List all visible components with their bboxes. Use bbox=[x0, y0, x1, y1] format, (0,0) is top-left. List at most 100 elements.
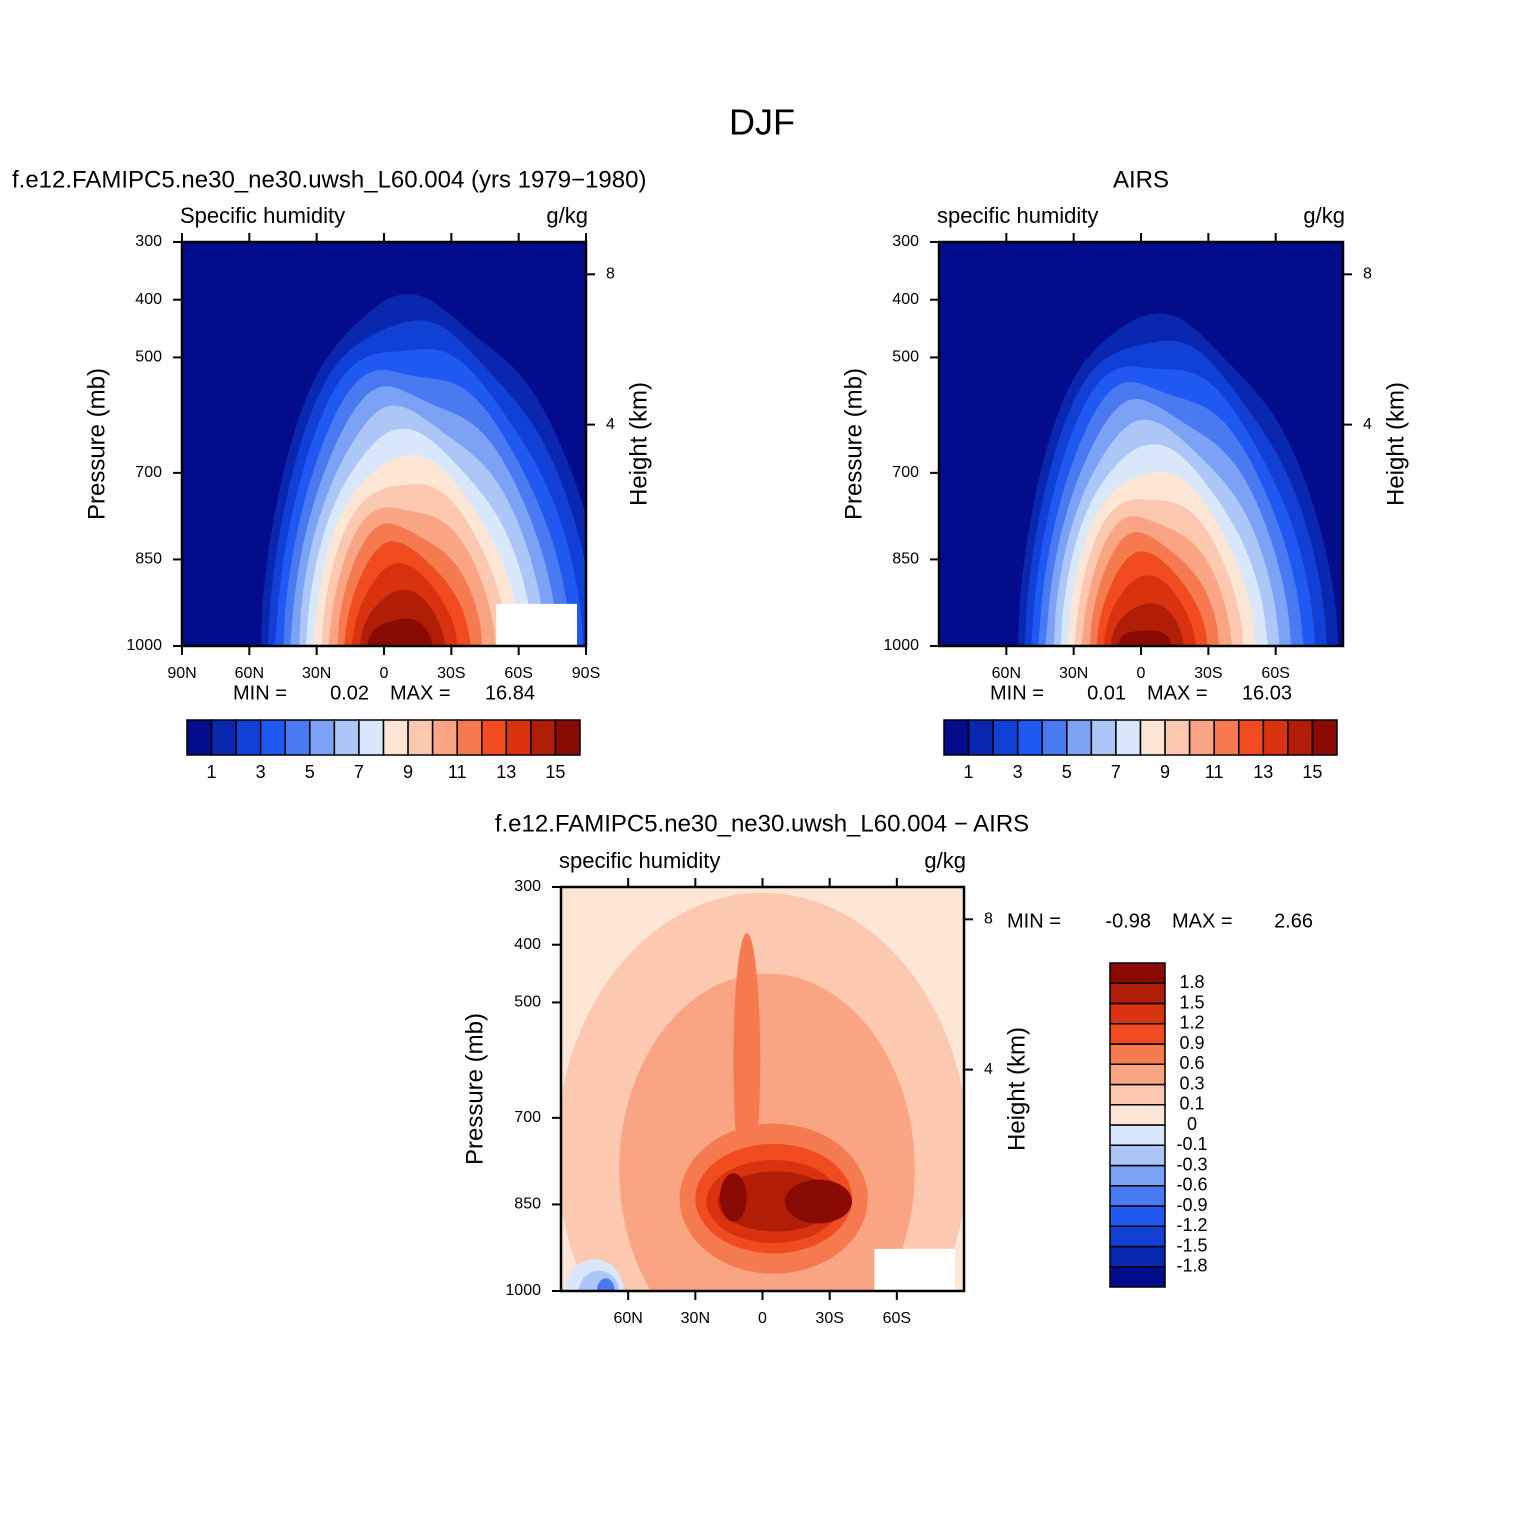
y-tick-label: 500 bbox=[514, 994, 541, 1011]
colorbar-label: 1.5 bbox=[1179, 992, 1204, 1012]
colorbar-label: 7 bbox=[354, 762, 364, 782]
colorbar-box bbox=[1238, 719, 1265, 756]
y2-axis-label: Height (km) bbox=[1382, 382, 1409, 506]
colorbar-box bbox=[431, 719, 458, 756]
y-tick-label: 400 bbox=[892, 291, 919, 308]
colorbar-label: 3 bbox=[256, 762, 266, 782]
colorbar: -1.8-1.5-1.2-0.9-0.6-0.3-0.100.10.30.60.… bbox=[1109, 962, 1208, 1288]
missing-data-mask bbox=[874, 1248, 956, 1291]
colorbar-box bbox=[210, 719, 237, 756]
colorbar-box bbox=[407, 719, 434, 756]
colorbar-label: 13 bbox=[496, 762, 516, 782]
colorbar-box bbox=[554, 719, 581, 756]
colorbar-box bbox=[1287, 719, 1314, 756]
y-tick-label: 500 bbox=[135, 349, 162, 366]
y-tick-label: 850 bbox=[892, 551, 919, 568]
min-label: MIN = bbox=[990, 682, 1044, 704]
x-tick-label: 30S bbox=[815, 1310, 843, 1327]
colorbar-label: -1.8 bbox=[1176, 1256, 1207, 1276]
colorbar-label: 1 bbox=[964, 762, 974, 782]
panel-units: g/kg bbox=[1303, 203, 1345, 228]
min-label: MIN = bbox=[233, 682, 287, 704]
contour-field bbox=[939, 242, 1343, 646]
colorbar-label: 13 bbox=[1253, 762, 1273, 782]
contour-field bbox=[561, 887, 964, 1291]
panel-title: AIRS bbox=[1113, 166, 1169, 193]
colorbar-box bbox=[1109, 1144, 1166, 1167]
colorbar-label: 0.6 bbox=[1179, 1053, 1204, 1073]
colorbar-box bbox=[1109, 1023, 1166, 1045]
colorbar-label: 0.3 bbox=[1179, 1073, 1204, 1093]
min-label: MIN = bbox=[1007, 910, 1061, 932]
colorbar-label: -0.3 bbox=[1176, 1154, 1207, 1174]
y2-tick-label: 8 bbox=[606, 266, 615, 283]
x-tick-label: 90S bbox=[572, 665, 600, 682]
colorbar-box bbox=[358, 719, 385, 756]
x-tick-label: 0 bbox=[758, 1310, 767, 1327]
colorbar-box bbox=[456, 719, 483, 756]
colorbar-box bbox=[333, 719, 360, 756]
colorbar-box bbox=[1164, 719, 1191, 756]
y2-tick-label: 8 bbox=[984, 911, 993, 928]
colorbar-box bbox=[1109, 1164, 1166, 1187]
y-tick-label: 500 bbox=[892, 349, 919, 366]
colorbar-box bbox=[1109, 1043, 1166, 1065]
colorbar-label: -0.6 bbox=[1176, 1175, 1207, 1195]
colorbar-box bbox=[1139, 719, 1166, 756]
colorbar-label: 1 bbox=[207, 762, 217, 782]
colorbar-box bbox=[505, 719, 532, 756]
colorbar-box bbox=[1115, 719, 1142, 756]
y2-tick-label: 8 bbox=[1363, 266, 1372, 283]
colorbar-box bbox=[235, 719, 262, 756]
colorbar-label: -0.9 bbox=[1176, 1195, 1207, 1215]
colorbar-box bbox=[1213, 719, 1240, 756]
figure-title: DJF bbox=[729, 102, 795, 143]
colorbar-label: 0.1 bbox=[1179, 1094, 1204, 1114]
y-axis-label: Pressure (mb) bbox=[83, 368, 110, 520]
max-value: 16.84 bbox=[485, 682, 535, 704]
colorbar-label: 0 bbox=[1187, 1114, 1197, 1134]
colorbar-box bbox=[284, 719, 311, 756]
colorbar: 1 3 5 7 9 11 13 15 bbox=[943, 719, 1338, 782]
contour-region bbox=[784, 1179, 853, 1224]
y2-tick-label: 4 bbox=[606, 416, 615, 433]
x-tick-label: 60N bbox=[992, 665, 1021, 682]
y-tick-label: 850 bbox=[514, 1196, 541, 1213]
colorbar-box bbox=[1262, 719, 1289, 756]
colorbar-box bbox=[186, 719, 213, 756]
panel-units: g/kg bbox=[546, 203, 588, 228]
colorbar-box bbox=[1188, 719, 1215, 756]
y-tick-label: 300 bbox=[514, 878, 541, 895]
colorbar-box bbox=[1109, 1002, 1166, 1025]
colorbar-box bbox=[967, 719, 994, 756]
colorbar-box bbox=[481, 719, 508, 756]
max-label: MAX = bbox=[1172, 910, 1233, 932]
x-tick-label: 60N bbox=[613, 1310, 642, 1327]
panel-title: f.e12.FAMIPC5.ne30_ne30.uwsh_L60.004 (yr… bbox=[12, 166, 646, 193]
x-tick-label: 60S bbox=[883, 1310, 911, 1327]
y2-axis-label: Height (km) bbox=[625, 382, 652, 506]
y2-axis-label: Height (km) bbox=[1003, 1027, 1030, 1151]
x-tick-label: 60S bbox=[1261, 665, 1289, 682]
colorbar-label: 0.9 bbox=[1179, 1033, 1204, 1053]
x-tick-label: 30N bbox=[302, 665, 331, 682]
max-label: MAX = bbox=[390, 682, 451, 704]
min-value: 0.01 bbox=[1087, 682, 1126, 704]
contour-region bbox=[596, 1278, 615, 1291]
colorbar-box bbox=[1109, 1185, 1166, 1207]
colorbar-box bbox=[1090, 719, 1117, 756]
y-tick-label: 300 bbox=[135, 233, 162, 250]
colorbar-box bbox=[1109, 1124, 1166, 1146]
colorbar-label: 1.2 bbox=[1179, 1013, 1204, 1033]
y-tick-label: 1000 bbox=[505, 1282, 541, 1299]
contour-region bbox=[733, 933, 761, 1188]
panel-units: g/kg bbox=[924, 848, 966, 873]
panel-title: f.e12.FAMIPC5.ne30_ne30.uwsh_L60.004 − A… bbox=[495, 810, 1029, 837]
y2-tick-label: 4 bbox=[984, 1061, 993, 1078]
colorbar-label: 9 bbox=[403, 762, 413, 782]
x-tick-label: 0 bbox=[1137, 665, 1146, 682]
colorbar-label: 15 bbox=[1302, 762, 1322, 782]
max-label: MAX = bbox=[1147, 682, 1208, 704]
y2-tick-label: 4 bbox=[1363, 416, 1372, 433]
